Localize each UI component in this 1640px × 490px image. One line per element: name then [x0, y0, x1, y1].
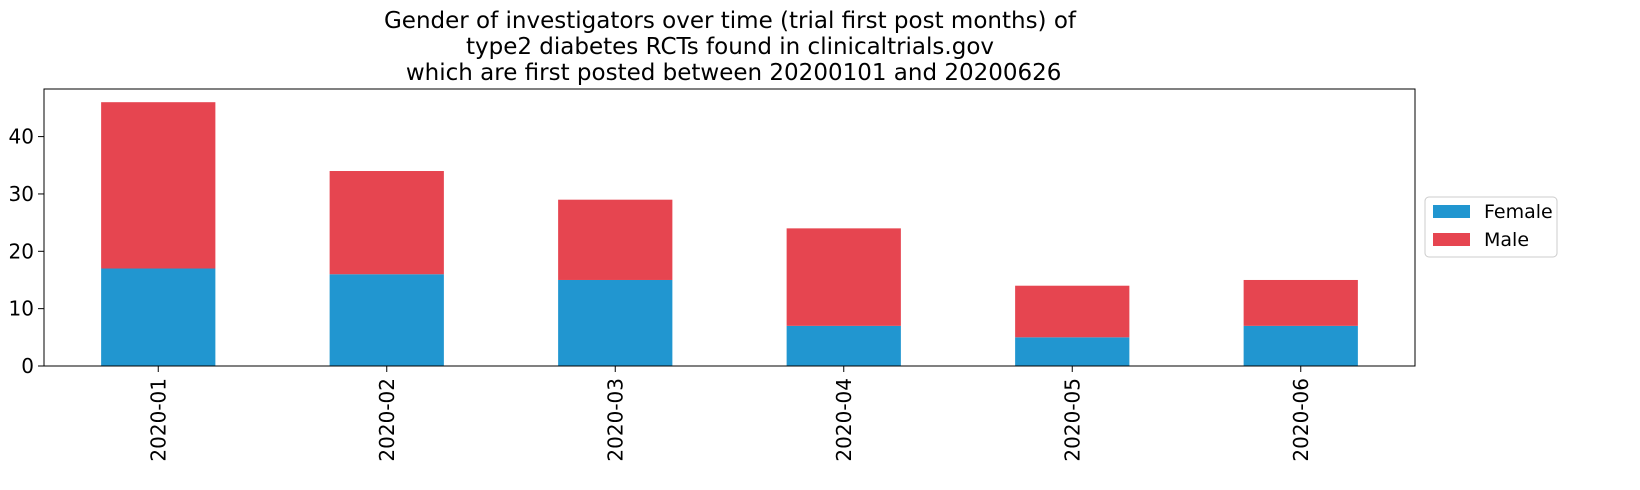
- y-tick-label: 0: [21, 354, 34, 378]
- plot-frame: [43, 88, 1416, 367]
- legend-swatch-female: [1433, 205, 1470, 218]
- legend-label-female: Female: [1484, 201, 1553, 223]
- bar-female-2020-06: [1243, 325, 1358, 366]
- y-axis: 0 10 20 30 40: [9, 125, 44, 378]
- title-line-2: type2 diabetes RCTs found in clinicaltri…: [466, 34, 994, 60]
- x-tick-label: 2020-05: [1060, 378, 1084, 462]
- legend-label-male: Male: [1484, 229, 1529, 251]
- bar-male-2020-02: [329, 171, 444, 275]
- bar-male-2020-05: [1015, 285, 1130, 338]
- x-axis: 2020-01 2020-02 2020-03 2020-04 2020-05 2020-…: [146, 366, 1313, 462]
- x-tick-label: 2020-06: [1289, 378, 1313, 462]
- y-tick-label: 40: [9, 125, 34, 149]
- x-tick-label: 2020-02: [375, 378, 399, 462]
- legend-swatch-male: [1433, 233, 1470, 246]
- y-tick-label: 20: [9, 239, 34, 263]
- bars: [101, 102, 1358, 366]
- bar-male-2020-03: [558, 199, 673, 280]
- bar-female-2020-04: [786, 325, 901, 366]
- x-tick-label: 2020-03: [603, 378, 627, 462]
- x-tick-label: 2020-01: [146, 378, 170, 462]
- bar-female-2020-05: [1015, 337, 1130, 366]
- title-line-1: Gender of investigators over time (trial…: [384, 8, 1077, 34]
- legend: Female Male: [1424, 196, 1558, 258]
- title-line-3: which are first posted between 20200101 …: [399, 60, 1062, 86]
- y-tick-label: 10: [9, 297, 34, 321]
- bar-female-2020-01: [101, 268, 216, 366]
- bar-male-2020-01: [101, 102, 216, 269]
- bar-male-2020-04: [786, 228, 901, 326]
- x-tick-label: 2020-04: [832, 378, 856, 462]
- chart-title: Gender of investigators over time (trial…: [384, 8, 1077, 86]
- y-tick-label: 30: [9, 182, 34, 206]
- bar-female-2020-02: [329, 274, 444, 366]
- bar-female-2020-03: [558, 279, 673, 366]
- bar-male-2020-06: [1243, 279, 1358, 326]
